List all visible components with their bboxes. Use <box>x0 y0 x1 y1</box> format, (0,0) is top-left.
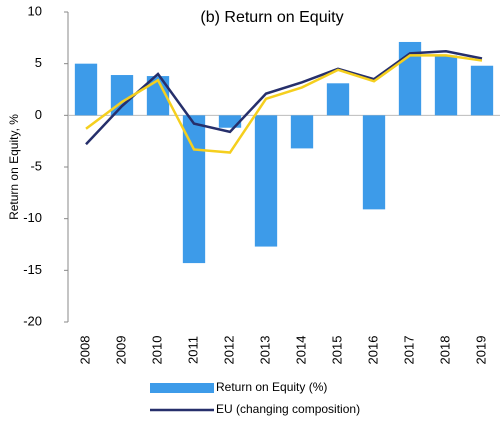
line <box>85 54 483 154</box>
y-axis-label: Return on Equity, % <box>7 114 21 220</box>
legend-swatch <box>150 383 214 393</box>
x-tick-label: 2017 <box>401 336 416 365</box>
bar <box>470 65 494 116</box>
bar <box>434 55 458 116</box>
x-tick-label: 2009 <box>113 336 128 365</box>
legend-label: Return on Equity (%) <box>216 380 327 394</box>
bar <box>326 83 350 116</box>
bar <box>362 115 386 210</box>
bar <box>218 115 242 128</box>
chart-title: (b) Return on Equity <box>200 9 343 26</box>
bar <box>290 115 314 149</box>
x-tick-label: 2008 <box>77 336 92 365</box>
y-tick-label: 5 <box>35 55 42 70</box>
x-tick-label: 2015 <box>329 336 344 365</box>
y-tick-label: 10 <box>28 3 42 18</box>
x-tick-label: 2011 <box>185 336 200 364</box>
x-tick-label: 2016 <box>365 336 380 365</box>
x-tick-label: 2014 <box>293 336 308 365</box>
bar <box>146 76 170 116</box>
y-tick-label: -5 <box>30 158 42 173</box>
legend-label: EU (changing composition) <box>216 402 360 416</box>
bar <box>254 115 278 247</box>
bar <box>182 115 206 264</box>
y-tick-label: -20 <box>23 313 42 328</box>
x-tick-label: 2018 <box>437 336 452 365</box>
y-tick-label: -10 <box>23 210 42 225</box>
y-tick-label: 0 <box>35 107 42 122</box>
x-tick-label: 2012 <box>221 336 236 365</box>
x-tick-label: 2019 <box>473 336 488 365</box>
y-tick-label: -15 <box>23 262 42 277</box>
x-tick-label: 2013 <box>257 336 272 365</box>
line <box>85 50 483 146</box>
x-tick-label: 2010 <box>149 336 164 365</box>
bar <box>74 63 98 116</box>
